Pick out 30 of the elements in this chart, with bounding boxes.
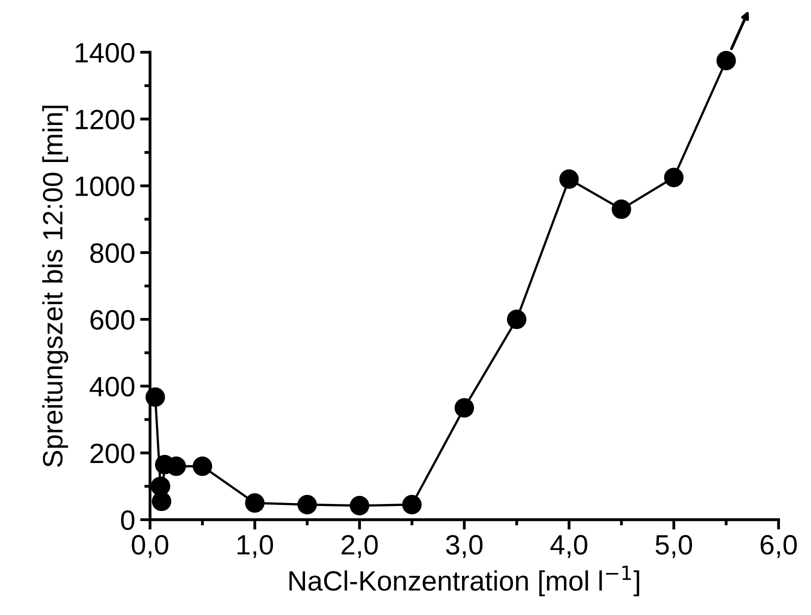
point (716, 50, 736, 70)
point (350, 496, 370, 516)
y-tick-label: 1000 (76, 176, 134, 196)
x-tick-label: 3,0 (446, 534, 483, 558)
x-axis-title: NaCl-Konzentration [mol l$^{−1}$] (289, 566, 640, 596)
point (664, 168, 684, 188)
y-tick-label: 1200 (76, 110, 134, 130)
x-tick-label: 5,0 (656, 534, 692, 558)
y-tick-label: 600 (90, 310, 134, 330)
x-tick-label: 2,0 (342, 534, 378, 558)
point (506, 310, 526, 330)
x-tick-label: 0,0 (132, 534, 168, 558)
x-tick-label: 4,0 (550, 534, 588, 558)
point (612, 199, 632, 219)
point (402, 494, 422, 514)
point (454, 398, 474, 418)
x-tick-label: 1,0 (238, 534, 274, 558)
point (192, 456, 212, 476)
y-tick-label: 1400 (76, 42, 134, 63)
point (559, 169, 579, 189)
y-axis-title: Spreitungszeit bis 12:00 [min] (42, 106, 68, 467)
y-tick-label: 200 (90, 444, 134, 464)
point (152, 492, 172, 512)
y-tick-label: 400 (90, 376, 134, 396)
y-tick-label: 0 (121, 510, 134, 530)
point (146, 387, 165, 407)
point (245, 493, 265, 513)
y-tick-label: 800 (90, 243, 134, 263)
x-tick-label: 6,0 (760, 534, 797, 558)
point (297, 494, 317, 514)
